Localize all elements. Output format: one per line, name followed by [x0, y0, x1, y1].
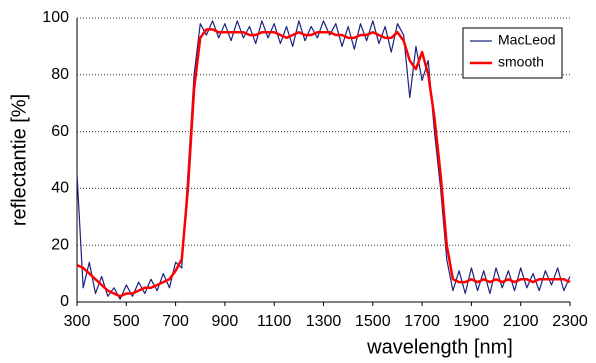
legend-label: MacLeod: [498, 32, 556, 48]
x-tick-label: 1900: [454, 313, 490, 330]
legend-label: smooth: [498, 54, 544, 70]
x-tick-label: 1100: [257, 313, 292, 330]
x-tick-label: 1300: [306, 313, 342, 330]
y-tick-label: 20: [51, 236, 69, 253]
series-line: [76, 28, 571, 298]
y-tick-label: 40: [51, 180, 69, 197]
legend-box: [462, 27, 563, 79]
x-tick-label: 1700: [404, 313, 440, 330]
x-tick-label: 500: [113, 313, 140, 330]
x-tick-label: 2300: [552, 313, 588, 330]
y-tick-label: 60: [51, 123, 69, 140]
y-tick-label: 0: [60, 293, 69, 310]
x-tick-label: 700: [162, 313, 189, 330]
y-tick-label: 100: [42, 9, 69, 26]
y-axis-label: reflectantie [%]: [8, 94, 30, 226]
x-tick-label: 300: [64, 313, 91, 330]
x-tick-label: 900: [212, 313, 239, 330]
x-tick-label: 1500: [355, 313, 391, 330]
y-tick-label: 80: [51, 66, 69, 83]
x-axis-label: wavelength [nm]: [366, 336, 513, 358]
x-tick-label: 2100: [503, 313, 539, 330]
